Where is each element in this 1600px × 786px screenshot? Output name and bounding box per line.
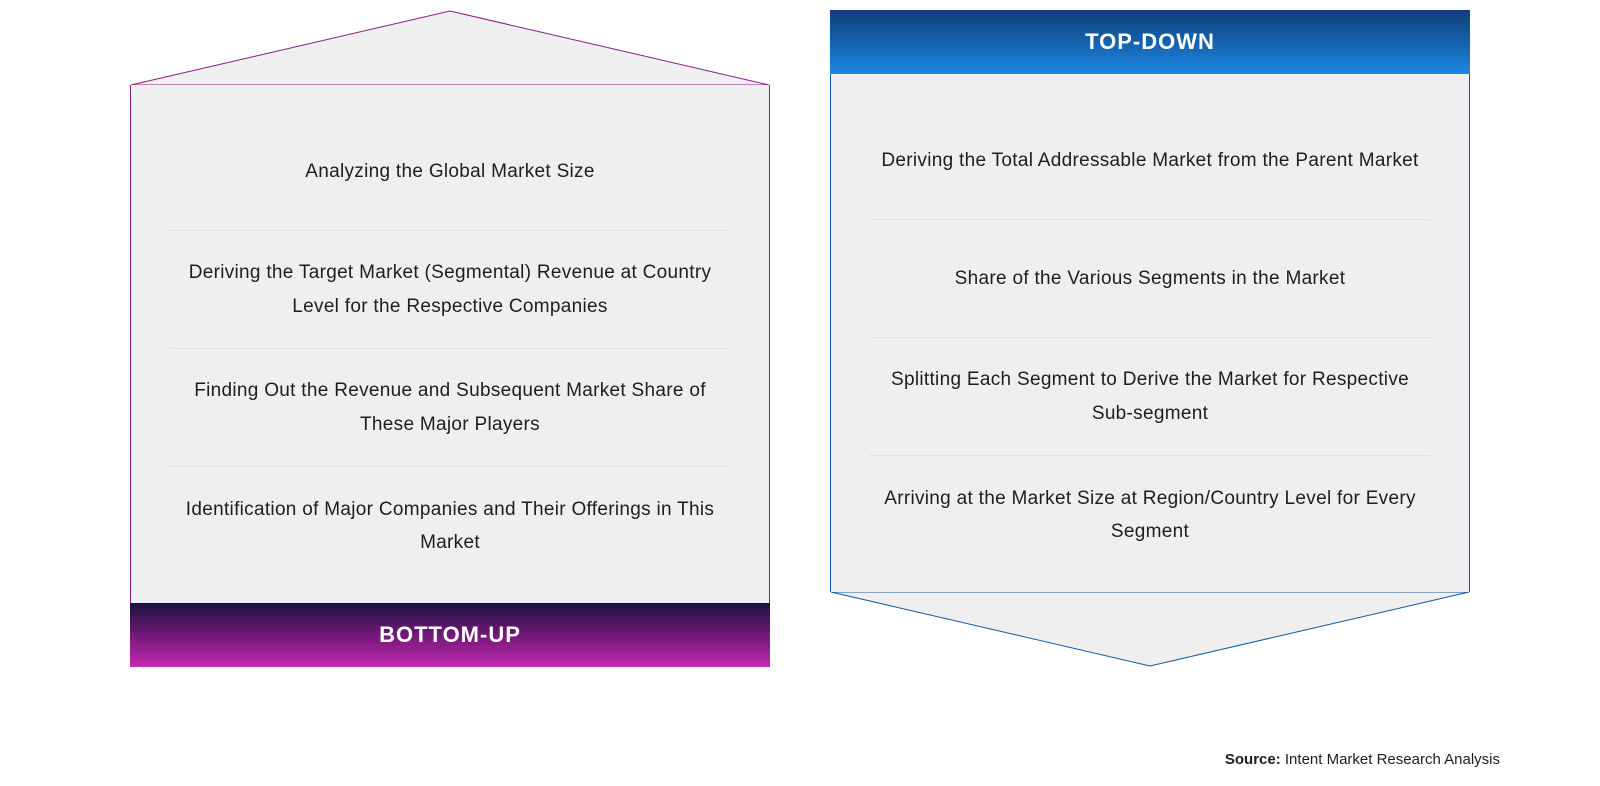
diagram-container: Analyzing the Global Market Size Derivin… [0,0,1600,667]
top-down-body: Deriving the Total Addressable Market fr… [830,74,1470,592]
bottom-up-body: Analyzing the Global Market Size Derivin… [130,85,770,603]
source-value: Intent Market Research Analysis [1285,751,1500,768]
step-text: Deriving the Target Market (Segmental) R… [177,256,723,323]
step-text: Deriving the Total Addressable Market fr… [881,144,1418,177]
list-item: Arriving at the Market Size at Region/Co… [869,456,1431,574]
list-item: Share of the Various Segments in the Mar… [869,220,1431,338]
step-text: Splitting Each Segment to Derive the Mar… [877,363,1423,430]
bottom-up-title-bar: BOTTOM-UP [130,603,770,667]
list-item: Analyzing the Global Market Size [169,113,731,231]
bottom-up-title: BOTTOM-UP [379,622,521,648]
top-down-arrow-tip [830,592,1470,667]
list-item: Deriving the Total Addressable Market fr… [869,102,1431,220]
bottom-up-arrow-tip [130,10,770,85]
step-text: Analyzing the Global Market Size [305,155,594,188]
up-arrow-icon [130,10,770,85]
list-item: Splitting Each Segment to Derive the Mar… [869,338,1431,456]
list-item: Finding Out the Revenue and Subsequent M… [169,349,731,467]
step-text: Identification of Major Companies and Th… [177,493,723,560]
top-down-title: TOP-DOWN [1085,29,1215,55]
source-line: Source: Intent Market Research Analysis [1225,751,1500,768]
step-text: Finding Out the Revenue and Subsequent M… [177,374,723,441]
down-arrow-icon [830,592,1470,667]
source-label: Source: [1225,751,1281,768]
bottom-up-panel: Analyzing the Global Market Size Derivin… [130,10,770,667]
top-down-panel: TOP-DOWN Deriving the Total Addressable … [830,10,1470,667]
step-text: Arriving at the Market Size at Region/Co… [877,482,1423,549]
list-item: Identification of Major Companies and Th… [169,467,731,585]
step-text: Share of the Various Segments in the Mar… [955,262,1346,295]
list-item: Deriving the Target Market (Segmental) R… [169,231,731,349]
top-down-title-bar: TOP-DOWN [830,10,1470,74]
